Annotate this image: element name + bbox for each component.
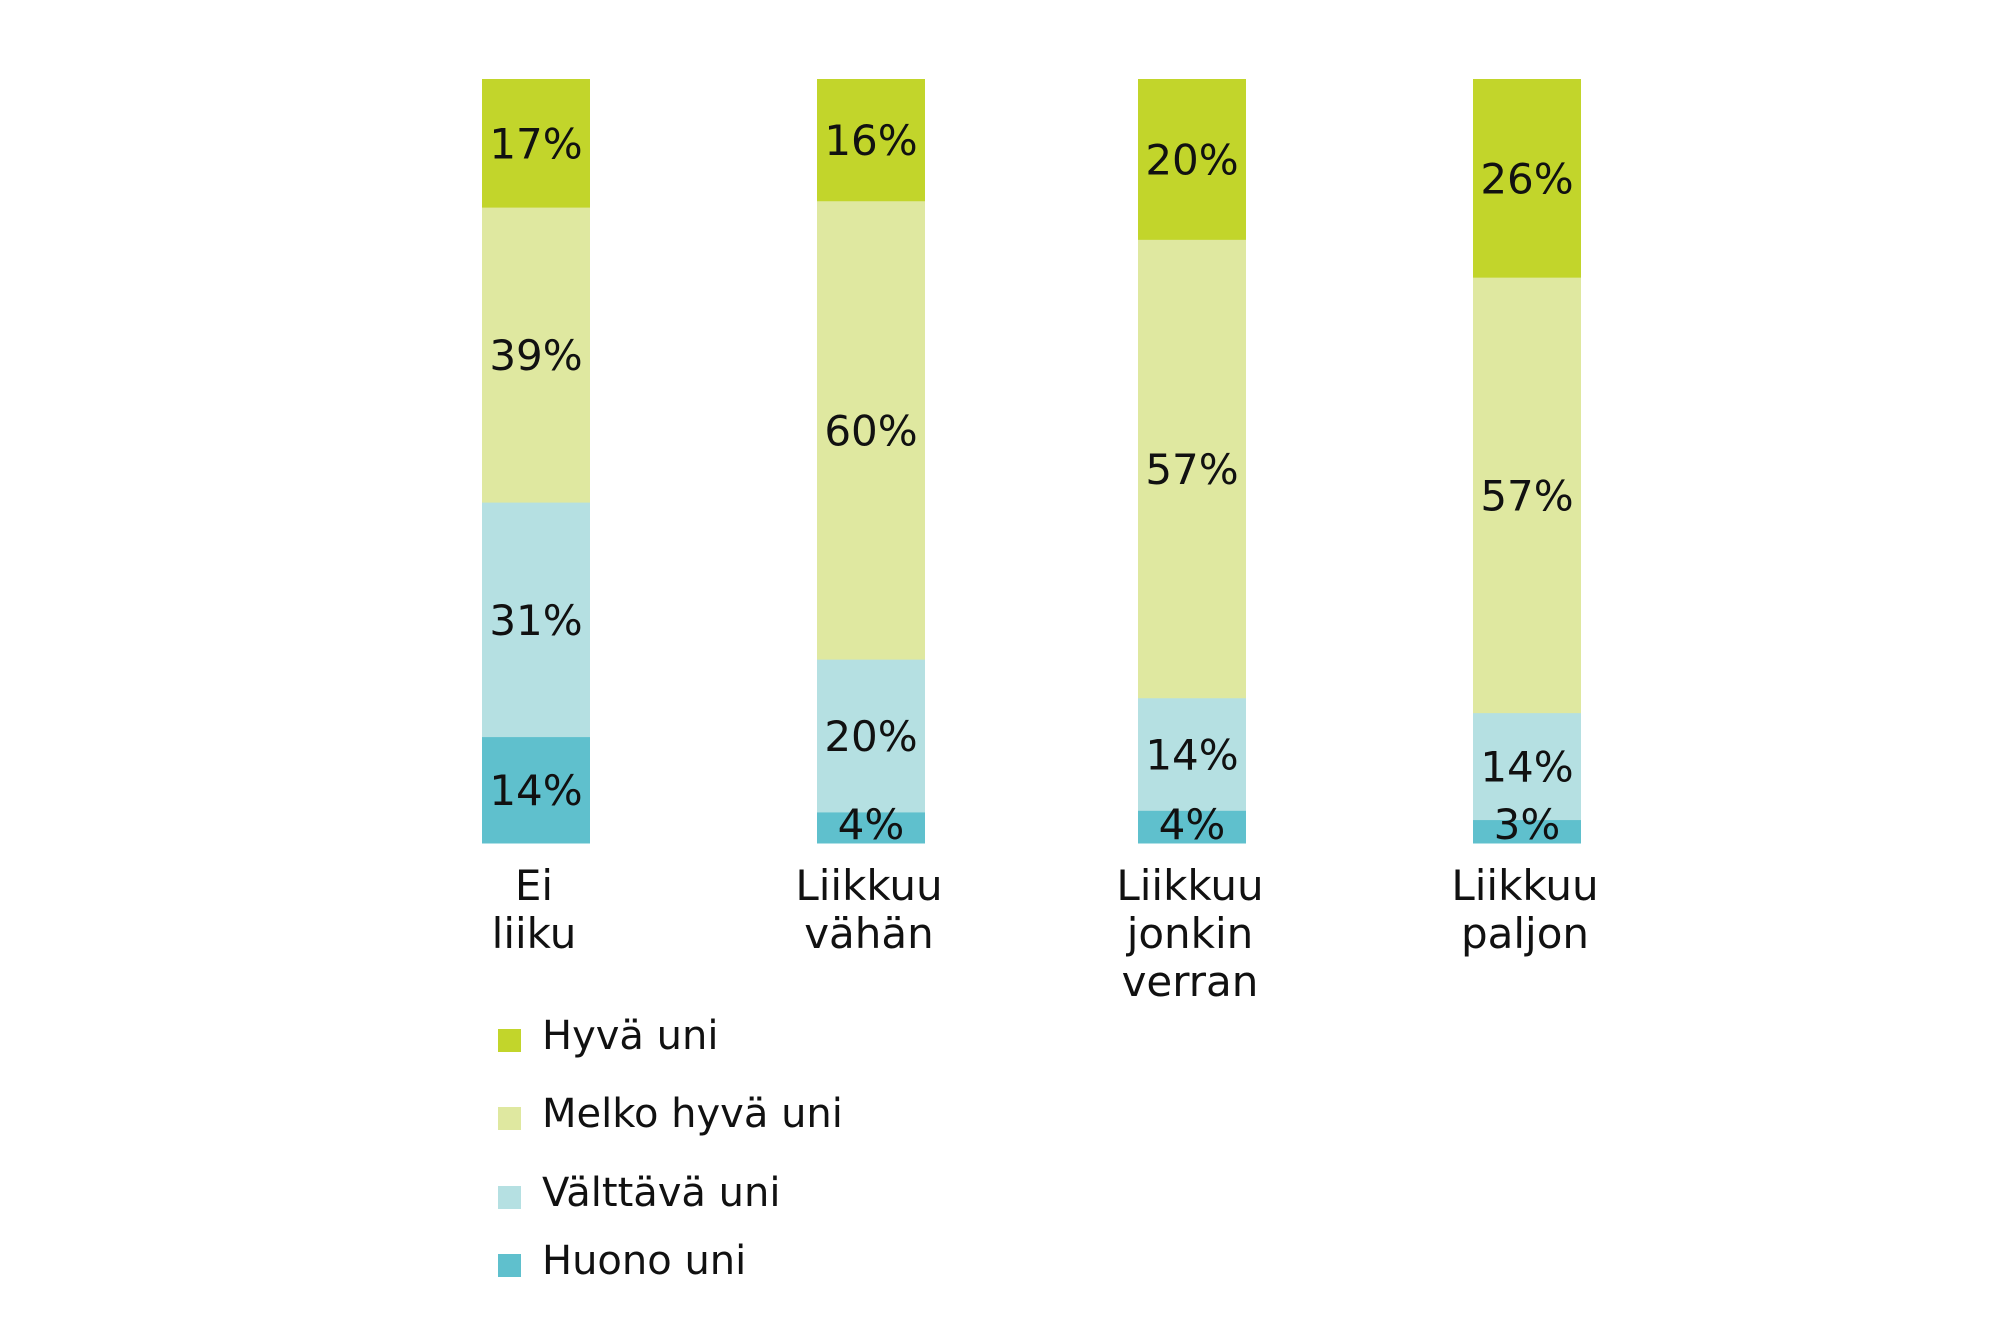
data-label: 20% (824, 712, 917, 761)
legend-label: Huono uni (542, 1238, 746, 1284)
bar-segment (1473, 277, 1581, 714)
bar-1: 16% 60% 20% 4% (817, 79, 925, 849)
legend-item: Välttävä uni (498, 1170, 780, 1216)
bar-2: 20% 57% 14% 4% (1138, 79, 1246, 849)
bar-segment (817, 79, 925, 202)
bar-3: 26% 57% 14% 3% (1473, 79, 1581, 849)
bar-segment (1138, 698, 1246, 812)
bar-segment (482, 79, 590, 209)
bar-segment (1138, 239, 1246, 699)
bar-0: 17% 39% 31% 14% (482, 79, 590, 844)
category-label: verran (1122, 957, 1259, 1006)
category-label: paljon (1461, 909, 1589, 958)
category-label: vähän (804, 909, 934, 958)
data-label: 20% (1145, 135, 1238, 184)
category-label: Ei (515, 861, 553, 910)
category-labels: EiliikuLiikkuuvähänLiikkuujonkinverranLi… (492, 861, 1599, 1006)
data-label: 17% (489, 119, 582, 168)
legend-swatch (498, 1254, 521, 1277)
bar-segment (817, 659, 925, 813)
data-label: 14% (1145, 731, 1238, 780)
legend-label: Välttävä uni (542, 1170, 780, 1216)
data-label: 57% (1145, 445, 1238, 494)
data-label: 39% (489, 331, 582, 380)
category-label: Liikkuu (1451, 861, 1598, 910)
data-label: 16% (824, 116, 917, 165)
legend: Hyvä uni Melko hyvä uni Välttävä uni Huono … (498, 1013, 843, 1284)
data-label: 57% (1480, 471, 1573, 520)
legend-swatch (498, 1029, 521, 1052)
data-label: 26% (1480, 154, 1573, 203)
bar-segment (482, 737, 590, 844)
category-label: liiku (492, 909, 577, 958)
category-label: jonkin (1126, 909, 1254, 958)
data-label: 4% (1159, 800, 1226, 849)
data-label: 14% (489, 766, 582, 815)
bar-segment (817, 812, 925, 844)
bar-segment (482, 502, 590, 738)
legend-label: Melko hyvä uni (542, 1091, 843, 1137)
legend-item: Melko hyvä uni (498, 1091, 843, 1137)
bar-segment (817, 201, 925, 661)
bar-segment (1473, 713, 1581, 821)
data-label: 14% (1480, 743, 1573, 792)
bar-segment (1138, 810, 1246, 844)
data-label: 60% (824, 406, 917, 455)
data-label: 4% (838, 800, 905, 849)
bar-segment (1473, 79, 1581, 279)
legend-label: Hyvä uni (542, 1013, 718, 1059)
data-label: 31% (489, 596, 582, 645)
bar-segment (1138, 79, 1246, 241)
bar-segment (482, 207, 590, 504)
bar-segment (1473, 820, 1581, 844)
data-label: 3% (1494, 800, 1561, 849)
legend-item: Hyvä uni (498, 1013, 718, 1059)
bars: 17% 39% 31% 14% 16% 60% 20% 4% 20% 57% 14% 4% 26% 57%… (482, 79, 1581, 849)
legend-item: Huono uni (498, 1238, 746, 1284)
legend-swatch (498, 1107, 521, 1130)
category-label: Liikkuu (1116, 861, 1263, 910)
category-label: Liikkuu (795, 861, 942, 910)
legend-swatch (498, 1186, 521, 1209)
